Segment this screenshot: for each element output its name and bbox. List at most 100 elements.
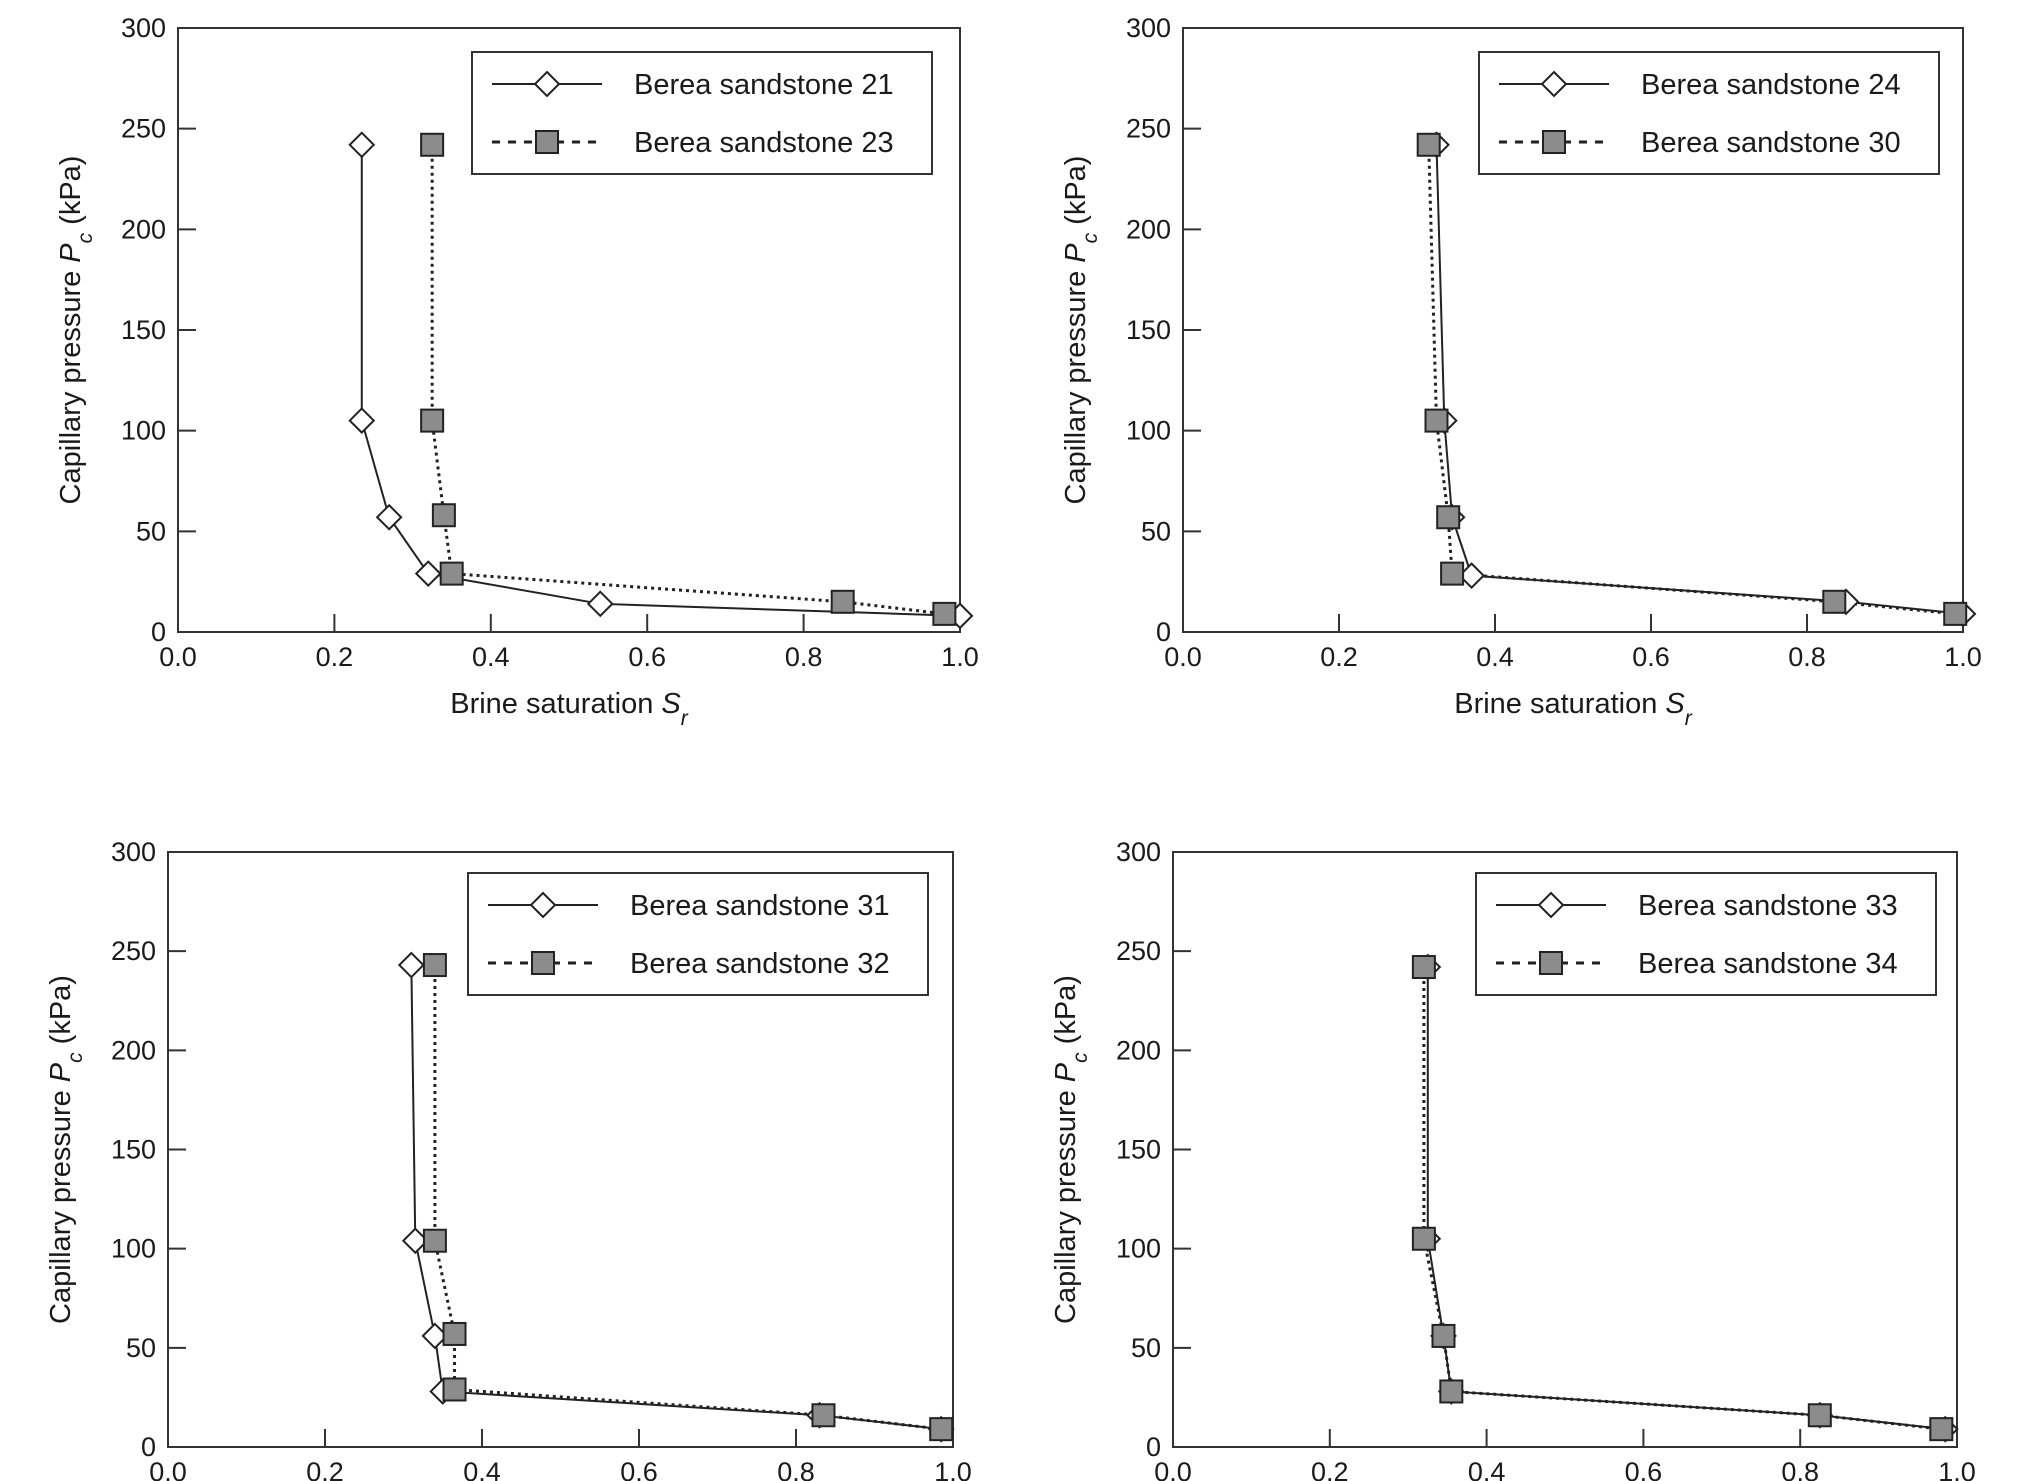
legend-marker-2 [1539,951,1563,975]
x-tick-label: 0.6 [1625,1457,1663,1481]
legend-marker-2 [531,951,555,975]
y-axis-label: Capillary pressure Pc (kPa) [1050,975,1092,1324]
data-point-series-2 [1807,1403,1832,1428]
y-tick-label: 150 [111,1135,156,1165]
y-tick-label: 250 [121,114,166,144]
x-tick-label: 0.0 [1164,642,1202,672]
x-tick-label: 0.4 [463,1457,501,1481]
legend-entry-1: Berea sandstone 21 [634,69,894,101]
y-tick-label: 150 [1126,315,1171,345]
data-point-series-1 [414,560,442,588]
chart-panel-4: 0.00.20.40.60.81.0050100150200250300Brin… [1050,837,1976,1481]
legend-marker-1 [1540,70,1568,98]
data-point-series-2 [1436,505,1461,530]
y-tick-label: 100 [1116,1234,1161,1264]
x-tick-label: 0.2 [1320,642,1358,672]
data-point-series-2 [929,1417,954,1442]
y-tick-label: 0 [151,617,166,647]
y-tick-label: 250 [1126,114,1171,144]
legend-marker-1 [529,891,557,919]
x-tick-label: 0.0 [1154,1457,1192,1481]
y-tick-label: 0 [141,1432,156,1462]
data-point-series-2 [1411,955,1436,980]
y-tick-label: 300 [111,837,156,867]
legend-entry-2: Berea sandstone 34 [1638,948,1898,980]
y-axis-label: Capillary pressure Pc (kPa) [1060,156,1102,505]
x-tick-label: 1.0 [941,642,979,672]
legend-entry-2: Berea sandstone 32 [630,948,890,980]
y-tick-label: 100 [121,416,166,446]
chart-panel-2: 0.0 0.2 0.4 0.6 0.8 1.0 0 50 100 150 200 250 300 Brin… [1060,13,1982,730]
x-axis-label: Brine saturation Sr [1454,688,1693,730]
x-tick-label: 0.0 [149,1457,187,1481]
y-tick-label: 0 [1156,617,1171,647]
y-axis-label: Capillary pressure Pc (kPa) [55,156,97,505]
x-tick-label: 0.2 [306,1457,344,1481]
y-tick-label: 100 [111,1234,156,1264]
legend-entry-2: Berea sandstone 23 [634,127,894,159]
data-point-series-1 [348,407,376,435]
series-line-2 [1422,967,1942,1431]
data-point-series-2 [830,589,855,614]
x-tick-label: 0.0 [159,642,197,672]
x-tick-label: 0.8 [777,1457,815,1481]
x-tick-label: 0.6 [620,1457,658,1481]
legend-marker-2 [535,130,559,154]
data-point-series-2 [1439,1379,1464,1404]
x-tick-label: 1.0 [934,1457,972,1481]
data-point-series-2 [932,601,957,626]
x-tick-label: 0.8 [1781,1457,1819,1481]
series-line-1 [360,144,961,617]
series-line-2 [430,144,945,616]
x-tick-label: 1.0 [1938,1457,1976,1481]
legend: Berea sandstone 21 Berea sandstone 23 [471,51,933,175]
data-point-series-2 [442,1321,467,1346]
legend-marker-1 [533,70,561,98]
y-tick-label: 200 [1116,1035,1161,1065]
data-point-series-2 [439,561,464,586]
y-tick-label: 50 [1141,516,1171,546]
data-point-series-2 [1424,408,1449,433]
x-tick-label: 0.8 [785,642,823,672]
y-tick-label: 0 [1146,1432,1161,1462]
data-point-series-2 [422,953,447,978]
data-point-series-1 [348,131,376,159]
y-tick-label: 100 [1126,416,1171,446]
legend-entry-1: Berea sandstone 33 [1638,890,1898,922]
legend-entry-1: Berea sandstone 31 [630,890,890,922]
x-tick-label: 0.2 [316,642,354,672]
data-point-series-2 [420,132,445,157]
data-point-series-1 [375,503,403,531]
series-line-1 [1435,144,1964,615]
data-point-series-2 [420,408,445,433]
legend: Berea sandstone 33 Berea sandstone 34 [1475,872,1937,996]
data-point-series-2 [1411,1226,1436,1251]
y-tick-label: 250 [1116,936,1161,966]
y-tick-label: 50 [126,1333,156,1363]
data-point-series-2 [1431,1323,1456,1348]
x-tick-label: 0.2 [1311,1457,1349,1481]
data-point-series-1 [586,590,614,618]
data-point-series-2 [1929,1417,1954,1442]
data-point-series-2 [811,1403,836,1428]
x-tick-label: 0.4 [472,642,510,672]
x-tick-label: 0.6 [628,642,666,672]
chart-panel-1: 0.0 0.2 0.4 0.6 0.8 1.0 0 50 100 150 200 250 300 Brin… [55,13,979,730]
series-line-1 [1426,967,1946,1431]
chart-panel-3: 0.00.20.40.60.81.0050100150200250300Brin… [45,837,972,1481]
data-point-series-2 [431,503,456,528]
y-tick-label: 150 [1116,1135,1161,1165]
series-line-2 [1427,144,1956,616]
y-tick-label: 300 [1116,837,1161,867]
data-point-series-2 [1440,561,1465,586]
y-tick-label: 50 [136,516,166,546]
data-point-series-2 [442,1377,467,1402]
y-tick-label: 300 [1126,13,1171,43]
legend-marker-1 [1537,891,1565,919]
y-tick-label: 200 [121,214,166,244]
x-tick-label: 0.8 [1788,642,1826,672]
y-tick-label: 150 [121,315,166,345]
y-tick-label: 250 [111,936,156,966]
x-tick-label: 1.0 [1944,642,1982,672]
